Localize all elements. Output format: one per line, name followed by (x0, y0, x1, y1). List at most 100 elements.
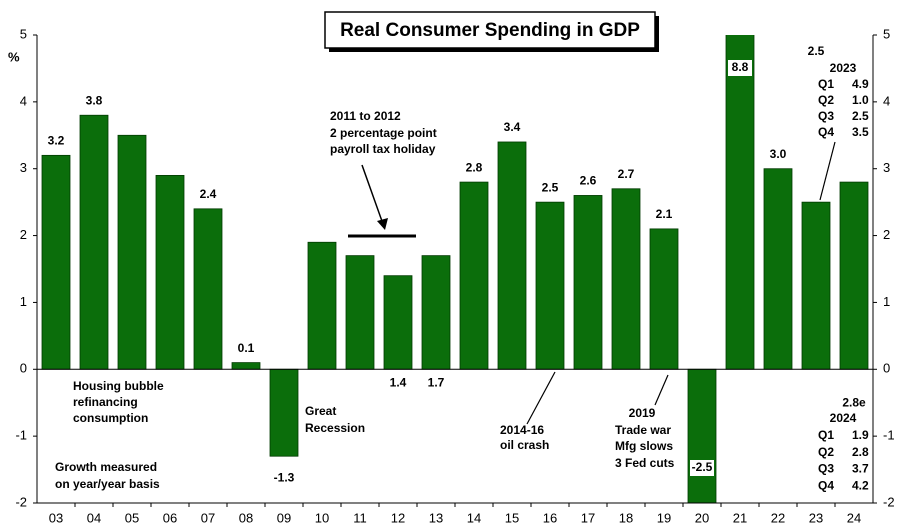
data-label: 2.4 (200, 187, 217, 201)
annotation: refinancing (73, 395, 138, 409)
bar (155, 174, 185, 370)
x-tick-label: 08 (239, 510, 253, 525)
y-tick-label: 5 (20, 26, 27, 41)
annotation: 3.5 (852, 125, 869, 139)
x-tick-label: 21 (733, 510, 747, 525)
data-label: 2.7 (618, 167, 635, 181)
annotation: on year/year basis (55, 477, 160, 491)
y2-tick-label: 1 (883, 294, 890, 309)
x-tick-label: 04 (87, 510, 101, 525)
y2-tick-label: 3 (883, 160, 890, 175)
y2-tick-label: 2 (883, 227, 890, 242)
bar (497, 141, 527, 370)
pointer (654, 374, 669, 406)
x-tick-label: 23 (809, 510, 823, 525)
y-tick-label: 0 (20, 361, 27, 376)
bar (41, 154, 71, 370)
bar (117, 134, 147, 370)
title-box (324, 11, 656, 49)
arrow-head (377, 218, 388, 230)
x-tick-label: 07 (201, 510, 215, 525)
y-tick-label: -1 (15, 428, 27, 443)
bar (725, 35, 755, 370)
bar (459, 181, 489, 370)
annotation: Q3 (818, 109, 834, 123)
annotation: 2024 (830, 411, 857, 425)
x-tick-label: 15 (505, 510, 519, 525)
annotation: Housing bubble (73, 379, 164, 393)
bar (79, 114, 109, 370)
annotation: Q2 (818, 93, 834, 107)
bar (193, 208, 223, 370)
annotation: 1.9 (852, 428, 869, 442)
arrow (361, 164, 384, 225)
annotation: 2 percentage point (330, 126, 437, 140)
x-tick-label: 12 (391, 510, 405, 525)
data-label: 2.5 (808, 44, 825, 58)
bar (687, 368, 717, 503)
y-tick-label: 4 (20, 93, 27, 108)
x-tick-label: 17 (581, 510, 595, 525)
bar (839, 181, 869, 370)
chart-title: Real Consumer Spending in GDP (340, 20, 640, 41)
bar (345, 255, 375, 370)
annotation: 4.9 (852, 77, 869, 91)
pointer (526, 371, 556, 425)
bar (269, 368, 299, 457)
annotation: Q4 (818, 478, 834, 492)
y-tick-label: -2 (15, 494, 27, 509)
x-tick-label: 18 (619, 510, 633, 525)
bar (573, 195, 603, 370)
annotation: 2.5 (852, 109, 869, 123)
annotation: 1.0 (852, 93, 869, 107)
annotation: Q3 (818, 462, 834, 476)
y2-tick-label: -1 (883, 428, 895, 443)
x-tick-label: 06 (163, 510, 177, 525)
y2-tick-label: 4 (883, 93, 890, 108)
bars (41, 35, 869, 503)
data-label: 8.8 (732, 60, 749, 74)
data-label: 2.6 (580, 174, 597, 188)
data-label: 3.4 (504, 120, 521, 134)
x-tick-label: 19 (657, 510, 671, 525)
data-label: 0.1 (238, 341, 255, 355)
annotation: Trade war (615, 423, 671, 437)
label-box (690, 460, 714, 476)
y-tick-label: 1 (20, 294, 27, 309)
annotation: Q4 (818, 125, 834, 139)
y2-tick-label: 5 (883, 26, 890, 41)
x-tick-label: 03 (49, 510, 63, 525)
bar (649, 228, 679, 370)
y2-tick-label: -2 (883, 494, 895, 509)
annotation: payroll tax holiday (330, 142, 436, 156)
annotation: Q2 (818, 445, 834, 459)
x-tick-label: 16 (543, 510, 557, 525)
annotation: 2019 (629, 406, 656, 420)
data-label: 1.7 (428, 375, 445, 389)
bar (801, 201, 831, 370)
bar (611, 188, 641, 370)
pointer (819, 141, 836, 201)
annotation: Growth measured (55, 460, 157, 474)
bar (763, 168, 793, 370)
data-label: 1.4 (390, 375, 407, 389)
x-tick-label: 22 (771, 510, 785, 525)
bar (421, 255, 451, 370)
annotation: 4.2 (852, 478, 869, 492)
x-tick-label: 20 (695, 510, 709, 525)
data-label: 3.0 (770, 147, 787, 161)
annotation: Mfg slows (615, 439, 673, 453)
bar (231, 362, 261, 370)
annotation: Q1 (818, 428, 834, 442)
data-label: 3.8 (86, 93, 103, 107)
bar (535, 201, 565, 370)
x-tick-label: 10 (315, 510, 329, 525)
annotation: 3 Fed cuts (615, 456, 675, 470)
x-tick-label: 24 (847, 510, 861, 525)
x-tick-label: 11 (353, 510, 367, 525)
annotation: 3.7 (852, 462, 869, 476)
x-tick-label: 09 (277, 510, 291, 525)
annotation: oil crash (500, 438, 549, 452)
data-label: 3.2 (48, 134, 65, 148)
